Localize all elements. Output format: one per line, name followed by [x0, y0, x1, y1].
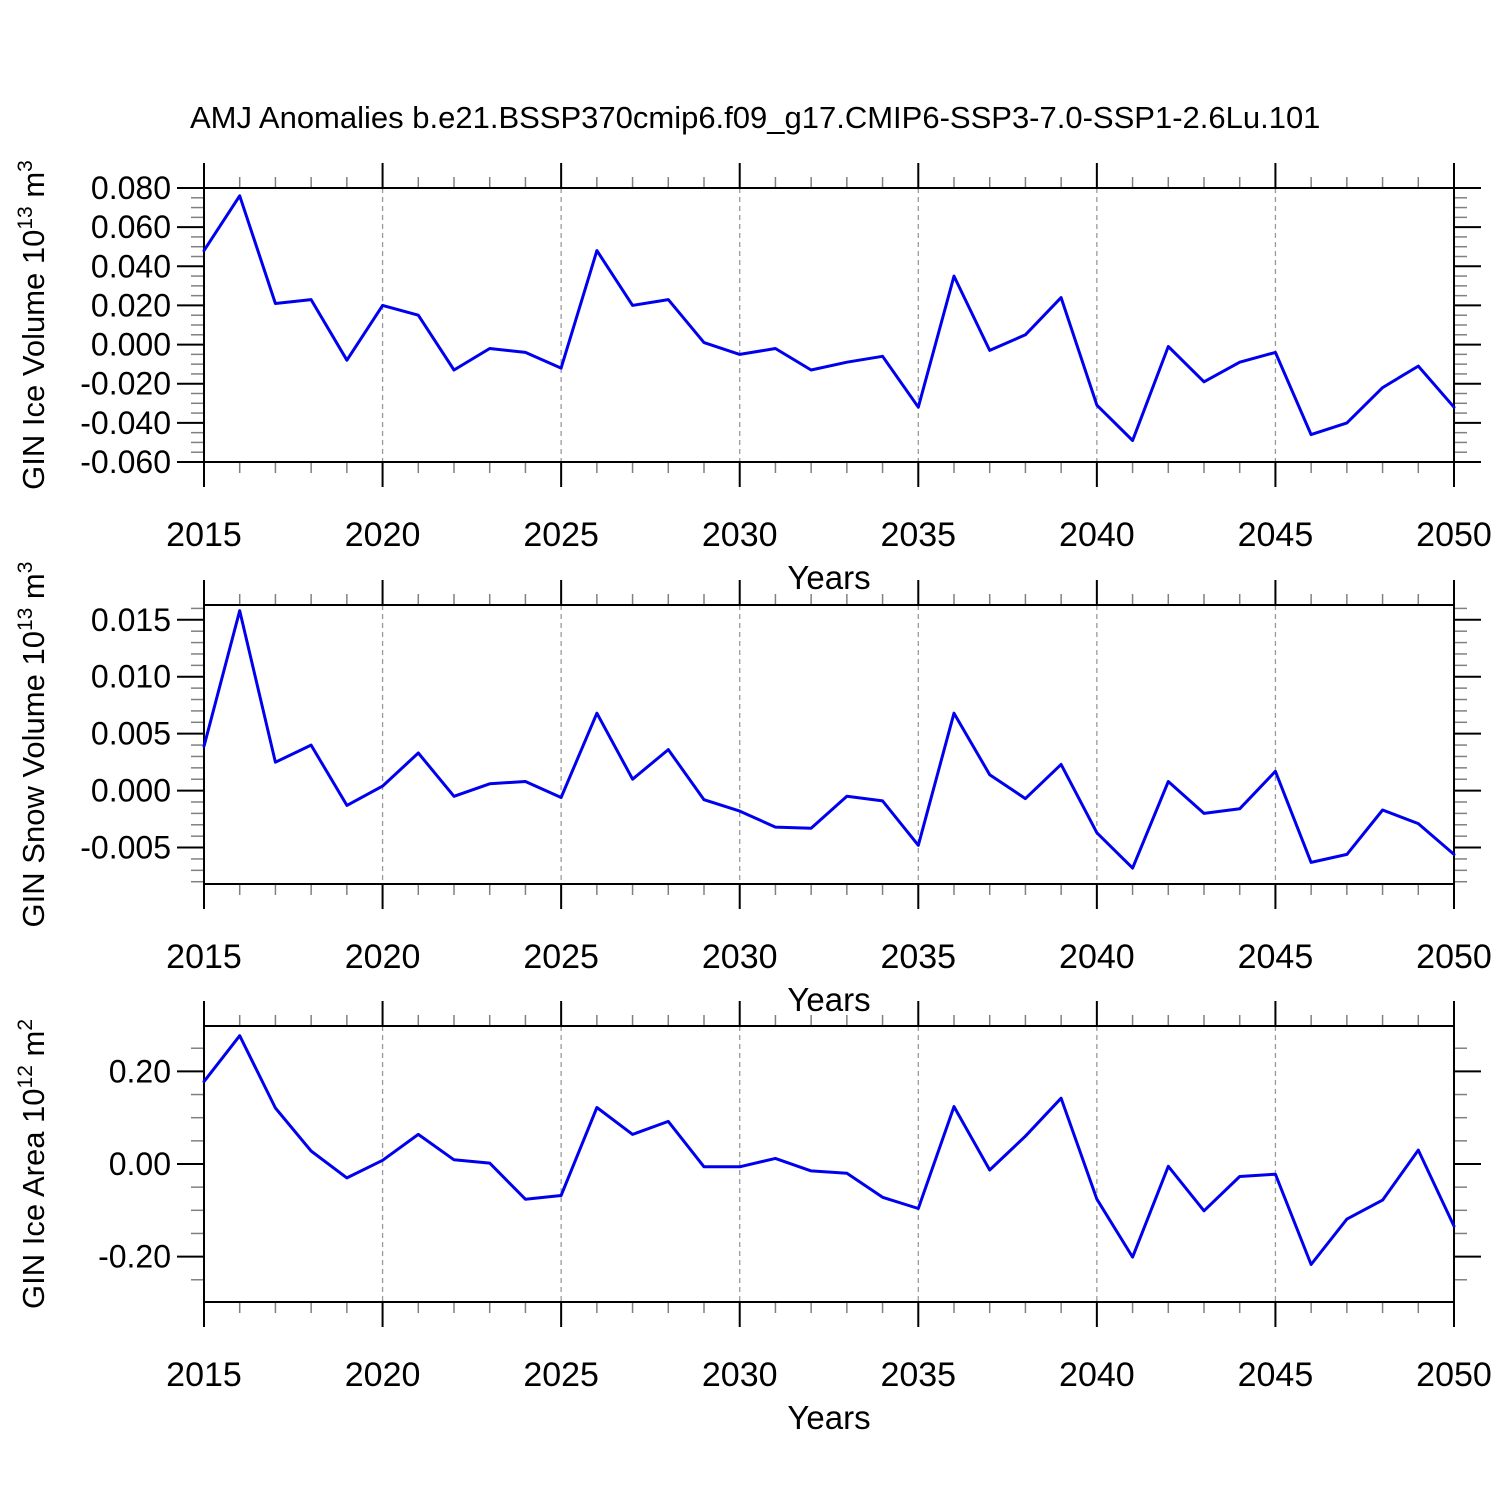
y-tick-label: 0.040	[91, 248, 171, 284]
y-tick-label: 0.020	[91, 287, 171, 323]
x-axis-title: Years	[787, 559, 870, 596]
series-line	[202, 609, 1456, 870]
series-line	[202, 1034, 1456, 1266]
y-ticks	[177, 187, 1481, 463]
x-tick-label: 2015	[166, 938, 242, 976]
x-ticks	[203, 163, 1455, 487]
y-tick-label: -0.060	[80, 444, 171, 480]
panel-3: 0.20 0.00 -0.20 2015 2020 2025 2030 2035 2040 204…	[14, 1001, 1492, 1436]
y-tick-label: 0.060	[91, 209, 171, 245]
gridlines	[381, 605, 1277, 884]
series-line	[202, 194, 1456, 442]
x-tick-label: 2025	[523, 938, 599, 976]
x-tick-label: 2030	[702, 938, 778, 976]
y-tick-label: 0.00	[109, 1146, 171, 1182]
y-tick-label: 0.010	[91, 659, 171, 695]
x-tick-label: 2040	[1059, 938, 1135, 976]
x-tick-label: 2020	[345, 1356, 421, 1394]
x-tick-label: 2035	[880, 516, 956, 554]
x-tick-label: 2020	[345, 938, 421, 976]
plot-box	[203, 604, 1455, 885]
y-tick-label: 0.20	[109, 1053, 171, 1089]
x-tick-label: 2015	[166, 516, 242, 554]
y-ticks	[177, 1047, 1481, 1281]
x-tick-label: 2045	[1238, 938, 1314, 976]
panel-2: 0.015 0.010 0.005 0.000 -0.005 2015 2020 2025 20…	[14, 562, 1492, 1018]
x-ticks	[203, 1001, 1455, 1327]
y-tick-label: -0.20	[98, 1239, 171, 1275]
x-tick-label: 2040	[1059, 516, 1135, 554]
y-axis-title: GIN Snow Volume 1013 m3	[14, 562, 51, 928]
x-tick-label: 2050	[1416, 1356, 1492, 1394]
x-tick-label: 2020	[345, 516, 421, 554]
y-tick-label: 0.000	[91, 327, 171, 363]
y-tick-label: -0.020	[80, 366, 171, 402]
x-tick-label: 2025	[523, 516, 599, 554]
gridlines	[381, 188, 1277, 462]
x-axis-title: Years	[787, 1399, 870, 1436]
x-tick-label: 2015	[166, 1356, 242, 1394]
gridlines	[381, 1026, 1277, 1302]
x-tick-label: 2050	[1416, 938, 1492, 976]
y-axis-title: GIN Ice Volume 1013 m3	[14, 160, 51, 490]
x-tick-label: 2025	[523, 1356, 599, 1394]
x-tick-label: 2040	[1059, 1356, 1135, 1394]
y-ticks	[177, 607, 1481, 883]
x-tick-label: 2050	[1416, 516, 1492, 554]
x-tick-label: 2035	[880, 1356, 956, 1394]
y-tick-label: -0.040	[80, 405, 171, 441]
y-tick-label: 0.005	[91, 716, 171, 752]
y-tick-label: -0.005	[80, 830, 171, 866]
plot-box	[203, 187, 1455, 463]
x-axis-title: Years	[787, 981, 870, 1018]
x-tick-label: 2030	[702, 1356, 778, 1394]
y-tick-label: 0.015	[91, 602, 171, 638]
y-tick-label: 0.080	[91, 170, 171, 206]
x-tick-label: 2035	[880, 938, 956, 976]
chart-title: AMJ Anomalies b.e21.BSSP370cmip6.f09_g17…	[190, 100, 1321, 135]
x-tick-label: 2030	[702, 516, 778, 554]
plot-box	[203, 1025, 1455, 1303]
x-ticks	[203, 580, 1455, 909]
x-tick-label: 2045	[1238, 516, 1314, 554]
y-axis-title: GIN Ice Area 1012 m2	[14, 1019, 51, 1309]
x-tick-label: 2045	[1238, 1356, 1314, 1394]
y-tick-label: 0.000	[91, 773, 171, 809]
